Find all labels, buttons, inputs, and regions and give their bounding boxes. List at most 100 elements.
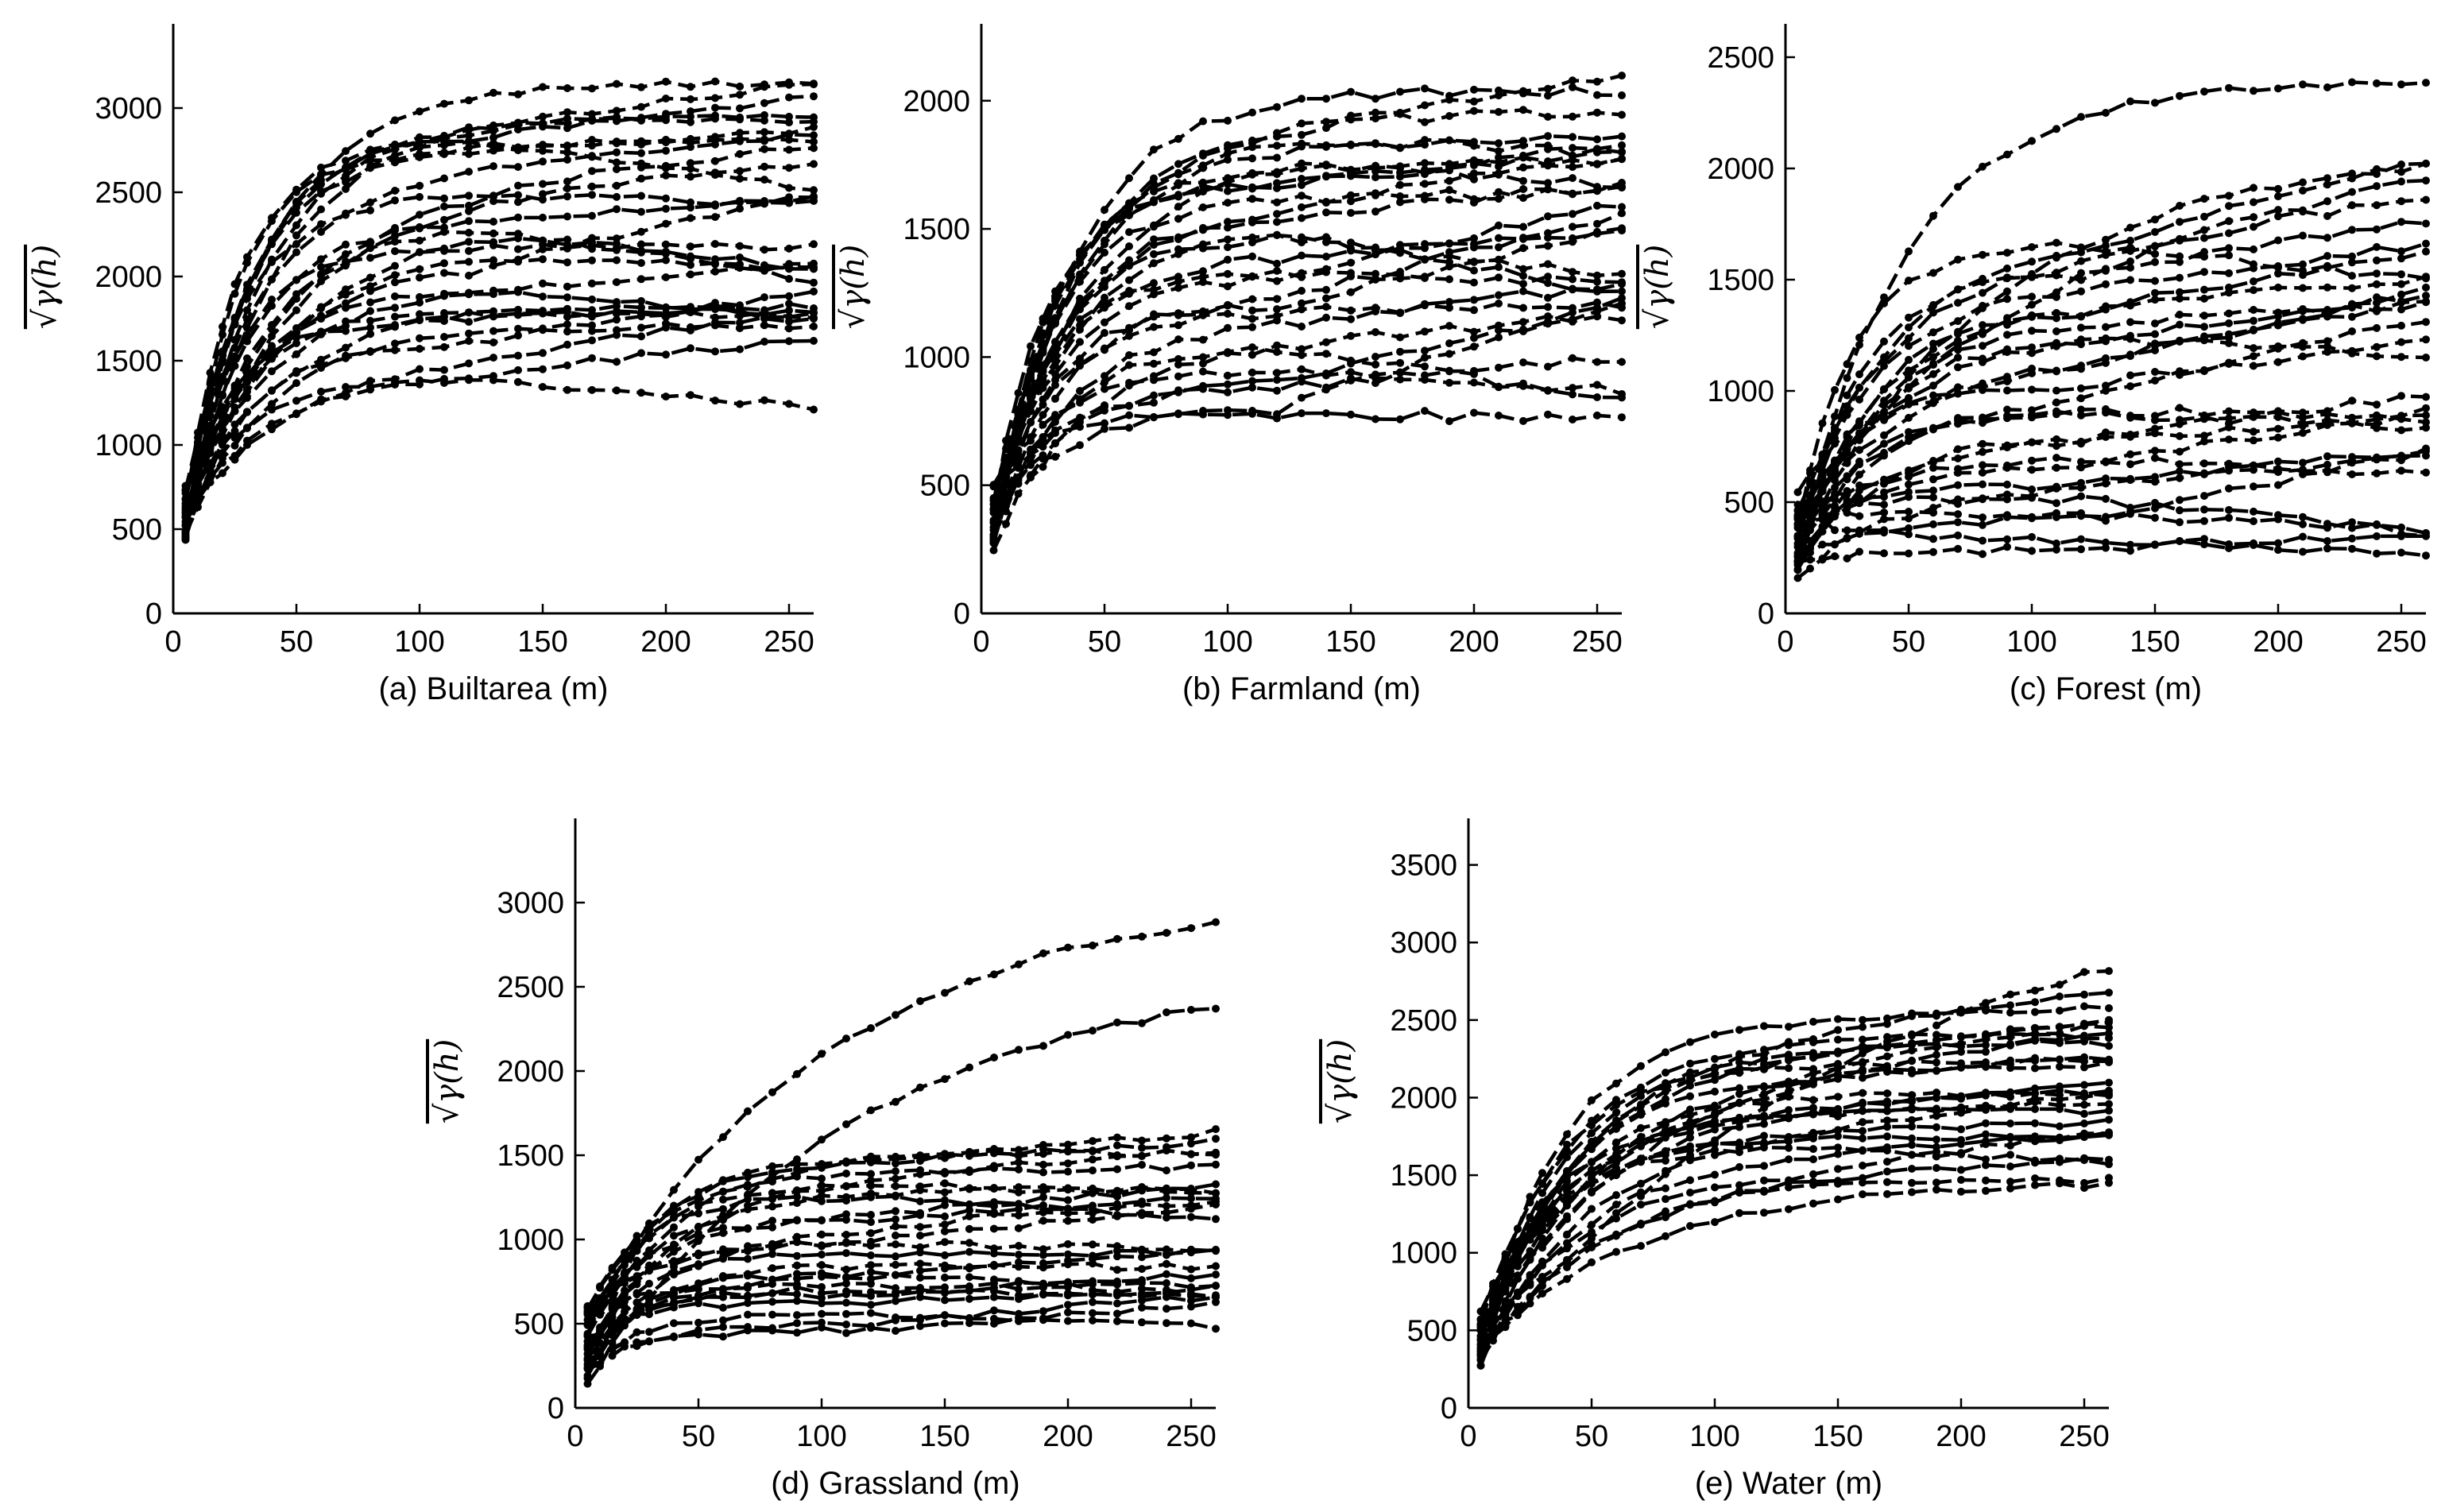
data-point [768, 1297, 776, 1306]
data-point [366, 385, 374, 394]
series-b-5 [989, 299, 1626, 532]
data-point [2077, 492, 2085, 501]
data-point [596, 1282, 604, 1290]
data-point [1199, 367, 1207, 376]
data-point [608, 1321, 617, 1329]
data-point [621, 1248, 629, 1257]
data-point [539, 349, 547, 358]
data-point [1187, 1133, 1195, 1142]
data-point [2006, 1092, 2014, 1101]
data-point [1174, 134, 1182, 143]
data-point [317, 180, 325, 188]
data-point [1322, 409, 1330, 418]
data-point [1618, 413, 1626, 422]
data-point [892, 1159, 899, 1168]
data-point [342, 299, 350, 307]
data-point [2250, 344, 2257, 353]
data-point [2225, 505, 2233, 514]
data-point [1843, 456, 1851, 465]
data-point [2052, 539, 2060, 547]
data-point [292, 231, 300, 240]
data-point [1089, 1280, 1097, 1289]
data-point [1051, 418, 1059, 426]
data-point [2102, 479, 2110, 488]
data-point [1538, 1278, 1546, 1286]
data-point [1929, 425, 1937, 434]
data-point [2274, 206, 2282, 215]
data-point [1224, 301, 1232, 310]
data-point [687, 270, 694, 279]
data-point [2422, 219, 2430, 228]
data-point [1593, 201, 1601, 210]
data-point [2323, 544, 2331, 553]
data-point [194, 480, 202, 489]
data-point [268, 296, 276, 304]
data-point [1421, 191, 1429, 200]
data-point [1979, 301, 1987, 310]
data-point [292, 203, 300, 211]
data-point [1273, 132, 1281, 141]
data-point [2323, 261, 2331, 270]
data-point [1174, 215, 1182, 223]
data-point [1347, 306, 1355, 315]
data-point [1662, 1156, 1669, 1165]
data-point [2151, 257, 2159, 266]
data-point [2006, 1132, 2014, 1141]
data-point [2080, 1133, 2088, 1142]
data-point [1544, 312, 1552, 321]
data-point [736, 174, 744, 183]
data-point [2028, 438, 2036, 447]
data-point [842, 1034, 850, 1043]
data-point [1785, 1089, 1793, 1096]
data-point [842, 1216, 850, 1224]
data-point [489, 354, 497, 362]
data-point [941, 1238, 949, 1247]
data-point [892, 1174, 899, 1183]
data-point [2080, 1057, 2088, 1065]
data-point [1101, 329, 1108, 337]
data-point [2176, 336, 2184, 345]
data-point [1563, 1201, 1571, 1209]
data-point [465, 168, 473, 176]
data-point [2200, 535, 2208, 543]
data-point [2250, 213, 2257, 222]
data-point [489, 229, 497, 238]
data-point [2274, 283, 2282, 292]
data-point [1809, 1108, 1817, 1116]
data-point [1470, 234, 1478, 242]
data-point [2006, 1162, 2014, 1171]
data-point [440, 317, 448, 325]
data-point [2200, 253, 2208, 261]
series-line [1796, 300, 2427, 525]
data-point [1880, 439, 1888, 448]
data-point [1859, 1118, 1867, 1127]
data-point [391, 312, 399, 321]
data-point [268, 420, 276, 428]
data-point [1563, 1140, 1571, 1149]
data-point [2080, 1100, 2088, 1109]
data-point [662, 256, 670, 265]
data-point [810, 287, 818, 296]
y-tick-label: 1500 [1707, 264, 1774, 297]
data-point [1273, 348, 1281, 356]
data-point [1954, 255, 1962, 264]
series-line [992, 143, 1623, 510]
data-point [1957, 1187, 1965, 1196]
data-point [489, 133, 497, 142]
data-point [1002, 436, 1010, 445]
data-point [694, 1291, 702, 1300]
series-line [184, 194, 814, 527]
data-point [941, 1251, 949, 1259]
data-point [1224, 282, 1232, 291]
data-point [1588, 1220, 1596, 1229]
data-point [941, 1311, 949, 1320]
data-point [1101, 378, 1108, 387]
data-point [2056, 1030, 2064, 1038]
data-point [1174, 273, 1182, 281]
data-point [588, 211, 596, 220]
data-point [965, 1314, 973, 1323]
data-point [768, 1174, 776, 1183]
x-tick-label: 100 [796, 1420, 846, 1453]
data-point [916, 1232, 924, 1240]
